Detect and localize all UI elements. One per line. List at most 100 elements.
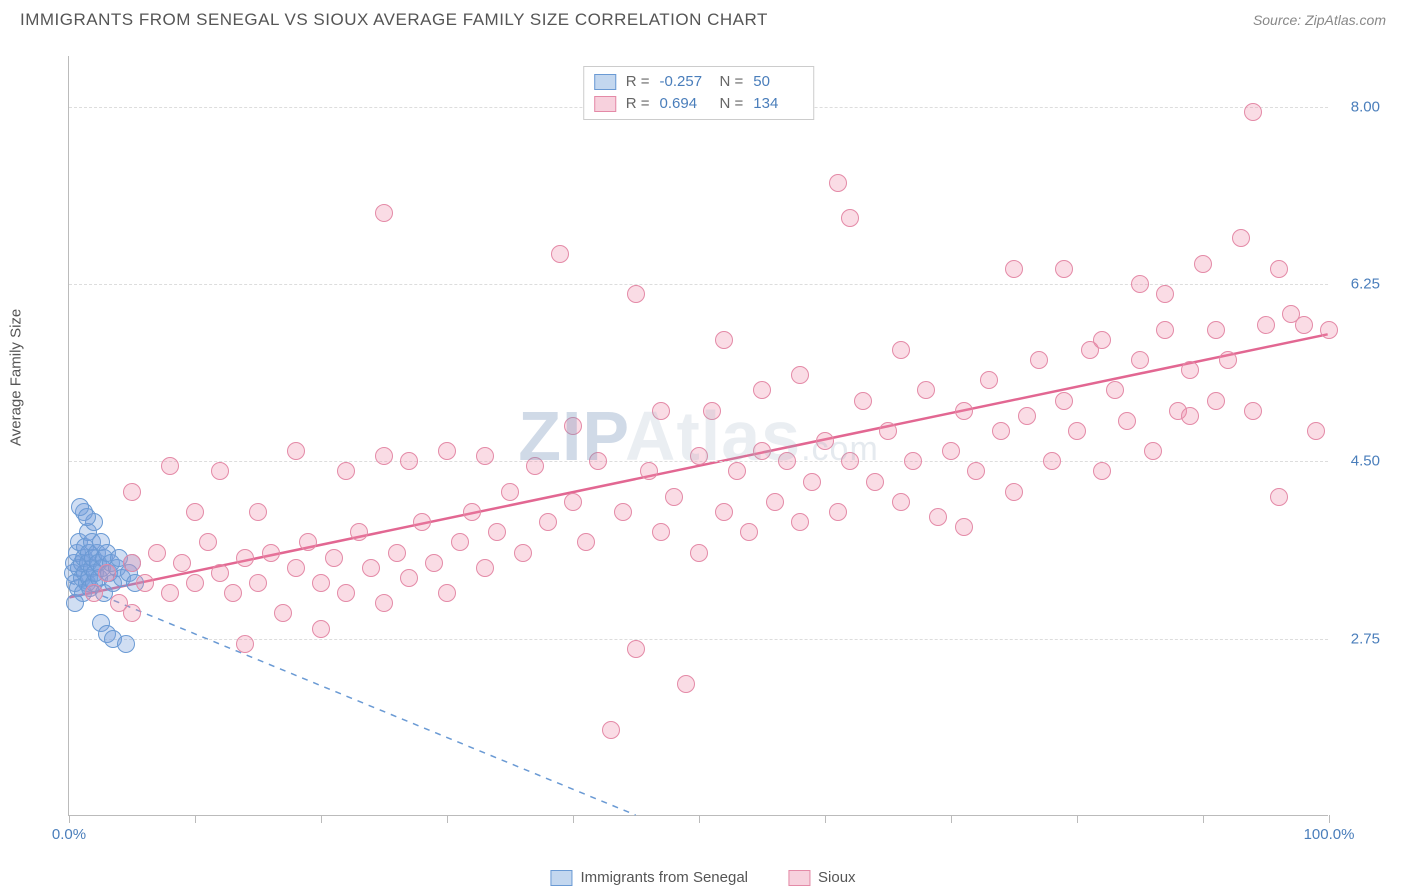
- scatter-point: [665, 488, 683, 506]
- scatter-point: [375, 447, 393, 465]
- scatter-point: [1232, 229, 1250, 247]
- scatter-point: [1244, 103, 1262, 121]
- scatter-point: [728, 462, 746, 480]
- scatter-point: [1131, 275, 1149, 293]
- scatter-point: [1257, 316, 1275, 334]
- scatter-point: [123, 554, 141, 572]
- x-tick: [1329, 815, 1330, 823]
- scatter-point: [690, 447, 708, 465]
- scatter-point: [236, 549, 254, 567]
- scatter-point: [1030, 351, 1048, 369]
- scatter-point: [1156, 285, 1174, 303]
- source-label: Source:: [1253, 12, 1305, 28]
- x-tick-label: 0.0%: [52, 826, 86, 843]
- scatter-point: [488, 523, 506, 541]
- scatter-point: [1320, 321, 1338, 339]
- r-label-1: R =: [626, 93, 650, 115]
- scatter-point: [299, 533, 317, 551]
- scatter-point: [1106, 381, 1124, 399]
- r-value-1: 0.694: [660, 93, 710, 115]
- scatter-point: [249, 503, 267, 521]
- scatter-point: [715, 503, 733, 521]
- scatter-point: [375, 204, 393, 222]
- x-tick: [1203, 815, 1204, 823]
- scatter-point: [980, 371, 998, 389]
- scatter-point: [224, 584, 242, 602]
- scatter-point: [1156, 321, 1174, 339]
- scatter-point: [1093, 462, 1111, 480]
- scatter-point: [564, 417, 582, 435]
- scatter-point: [602, 721, 620, 739]
- plot-area: ZIPAtlas.com R = -0.257 N = 50 R = 0.694…: [68, 56, 1328, 816]
- stats-row-0: R = -0.257 N = 50: [594, 71, 804, 93]
- scatter-point: [325, 549, 343, 567]
- x-tick: [447, 815, 448, 823]
- scatter-point: [249, 574, 267, 592]
- scatter-point: [211, 564, 229, 582]
- scatter-point: [766, 493, 784, 511]
- y-tick-label: 4.50: [1351, 453, 1380, 470]
- scatter-point: [514, 544, 532, 562]
- scatter-point: [451, 533, 469, 551]
- scatter-point: [1295, 316, 1313, 334]
- scatter-point: [955, 402, 973, 420]
- chart-title: IMMIGRANTS FROM SENEGAL VS SIOUX AVERAGE…: [20, 10, 768, 30]
- scatter-point: [1131, 351, 1149, 369]
- scatter-point: [287, 559, 305, 577]
- legend-swatch-0: [550, 870, 572, 886]
- n-value-0: 50: [753, 71, 803, 93]
- y-axis-label: Average Family Size: [8, 309, 25, 446]
- scatter-point: [66, 594, 84, 612]
- scatter-point: [400, 452, 418, 470]
- scatter-point: [161, 457, 179, 475]
- scatter-point: [1244, 402, 1262, 420]
- x-tick: [1077, 815, 1078, 823]
- scatter-point: [841, 452, 859, 470]
- scatter-point: [1207, 321, 1225, 339]
- chart-area: Average Family Size ZIPAtlas.com R = -0.…: [20, 46, 1386, 836]
- scatter-point: [136, 574, 154, 592]
- scatter-point: [690, 544, 708, 562]
- scatter-point: [173, 554, 191, 572]
- y-tick-label: 2.75: [1351, 630, 1380, 647]
- scatter-point: [1270, 488, 1288, 506]
- scatter-point: [929, 508, 947, 526]
- scatter-point: [1207, 392, 1225, 410]
- scatter-point: [791, 366, 809, 384]
- scatter-point: [564, 493, 582, 511]
- scatter-point: [1194, 255, 1212, 273]
- scatter-point: [199, 533, 217, 551]
- scatter-point: [262, 544, 280, 562]
- scatter-point: [866, 473, 884, 491]
- scatter-point: [123, 604, 141, 622]
- legend-label-1: Sioux: [818, 869, 856, 886]
- scatter-point: [98, 564, 116, 582]
- source-value: ZipAtlas.com: [1305, 12, 1386, 28]
- x-tick: [951, 815, 952, 823]
- x-tick: [699, 815, 700, 823]
- n-label-1: N =: [720, 93, 744, 115]
- stats-row-1: R = 0.694 N = 134: [594, 93, 804, 115]
- legend-item-1: Sioux: [788, 869, 856, 886]
- scatter-point: [438, 442, 456, 460]
- scatter-point: [1181, 361, 1199, 379]
- header: IMMIGRANTS FROM SENEGAL VS SIOUX AVERAGE…: [0, 0, 1406, 34]
- scatter-point: [803, 473, 821, 491]
- scatter-point: [1144, 442, 1162, 460]
- x-tick: [321, 815, 322, 823]
- scatter-point: [438, 584, 456, 602]
- scatter-point: [1055, 260, 1073, 278]
- scatter-point: [904, 452, 922, 470]
- scatter-point: [1093, 331, 1111, 349]
- scatter-point: [791, 513, 809, 531]
- n-value-1: 134: [753, 93, 803, 115]
- scatter-point: [1068, 422, 1086, 440]
- scatter-point: [476, 559, 494, 577]
- swatch-series-1: [594, 96, 616, 112]
- trend-line: [69, 582, 635, 815]
- scatter-point: [1043, 452, 1061, 470]
- scatter-point: [967, 462, 985, 480]
- r-label-0: R =: [626, 71, 650, 93]
- scatter-point: [892, 493, 910, 511]
- x-tick: [69, 815, 70, 823]
